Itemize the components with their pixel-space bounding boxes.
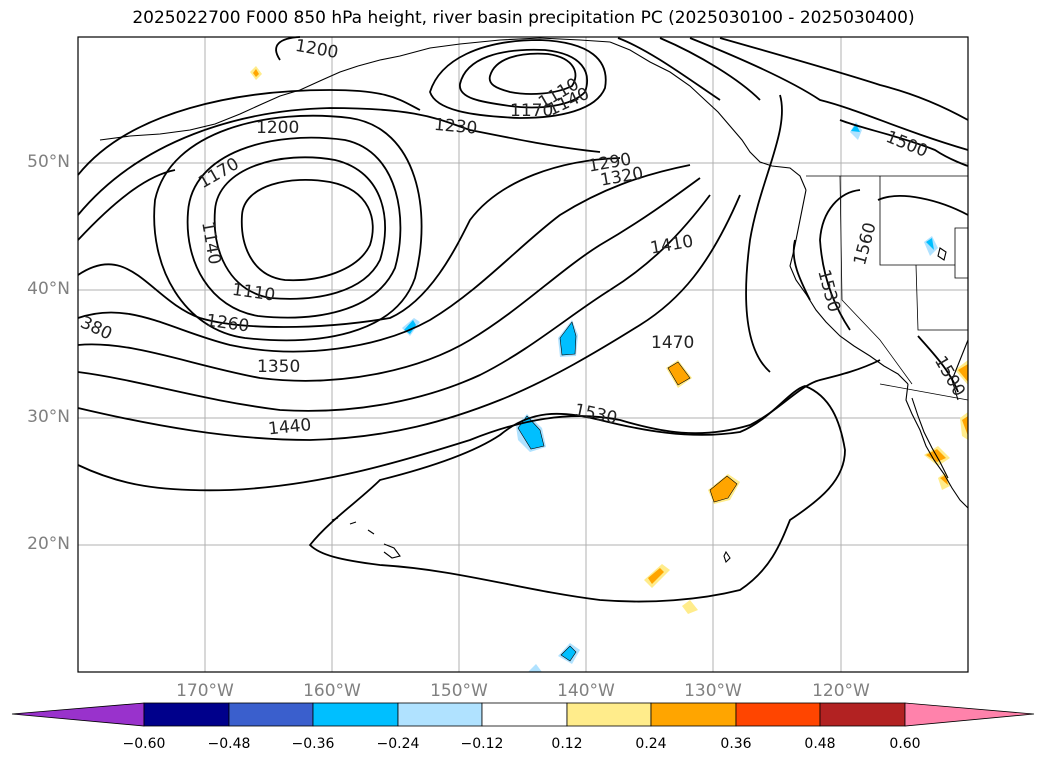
lon-label: 170°W: [176, 681, 234, 701]
lon-label: 130°W: [684, 681, 742, 701]
lon-label: 150°W: [430, 681, 488, 701]
lon-label: 160°W: [303, 681, 361, 701]
contour-label: 1200: [256, 118, 299, 138]
map-frame: [77, 36, 969, 673]
colorbar-swatch: [228, 702, 314, 727]
precip-anomaly-shading: [250, 66, 968, 672]
colorbar-tick-label: 0.48: [804, 736, 836, 752]
contour-label: 1260: [205, 311, 251, 337]
colorbar-swatch: [819, 702, 906, 727]
colorbar-swatch: [143, 702, 230, 727]
colorbar-tick-label: −0.60: [122, 736, 166, 752]
graticule: [78, 37, 968, 672]
contour-label: 1500: [883, 127, 931, 162]
colorbar-swatch: [397, 702, 483, 727]
colorbar-swatch: [566, 702, 652, 727]
colorbar-tick-label: 0.36: [720, 736, 752, 752]
contour-label: 1440: [267, 415, 312, 439]
lon-label: 140°W: [557, 681, 615, 701]
colorbar-tick-label: −0.48: [207, 736, 251, 752]
colorbar-swatch: [312, 702, 399, 727]
colorbar-swatch: [735, 702, 821, 727]
contour-label: 1170: [195, 154, 242, 193]
colorbar-tick-label: 0.12: [551, 736, 583, 752]
contour-label: 1200: [294, 36, 340, 63]
colorbar-max-extend: [904, 702, 1035, 727]
contour-label: 1110: [231, 280, 277, 306]
colorbar-tick-label: 0.24: [635, 736, 667, 752]
contour-label: 1410: [649, 231, 695, 258]
contour-label: 380: [77, 313, 115, 345]
lat-label: 50°N: [27, 152, 70, 172]
colorbar-min-extend: [11, 702, 145, 727]
contour-label: 1230: [433, 115, 478, 139]
colorbar-tick-label: −0.36: [291, 736, 335, 752]
coastlines: [99, 37, 969, 564]
colorbar-tick-label: −0.12: [460, 736, 504, 752]
map-title: 2025022700 F000 850 hPa height, river ba…: [132, 8, 915, 28]
colorbar: [11, 702, 1035, 727]
colorbar-swatch: [650, 702, 737, 727]
contour-label: 1350: [257, 357, 300, 377]
contour-label: 1170: [510, 101, 553, 121]
contour-label: 1530: [813, 267, 844, 314]
contour-label: 1140: [197, 220, 224, 266]
lat-label: 30°N: [27, 407, 70, 427]
contour-label: 1470: [651, 333, 694, 353]
lon-label: 120°W: [812, 681, 870, 701]
colorbar-swatch: [481, 702, 568, 727]
lat-label: 20°N: [27, 534, 70, 554]
height-contours: [77, 36, 969, 603]
lat-label: 40°N: [27, 279, 70, 299]
contour-label-layer: 1200 1200 1170 1140 1110 1260 1350 1440 …: [77, 36, 969, 440]
colorbar-tick-label: −0.24: [376, 736, 420, 752]
political-borders: [806, 175, 969, 401]
contour-label: 1560: [850, 220, 881, 267]
colorbar-tick-label: 0.60: [889, 736, 921, 752]
contour-label: 1530: [572, 400, 618, 429]
